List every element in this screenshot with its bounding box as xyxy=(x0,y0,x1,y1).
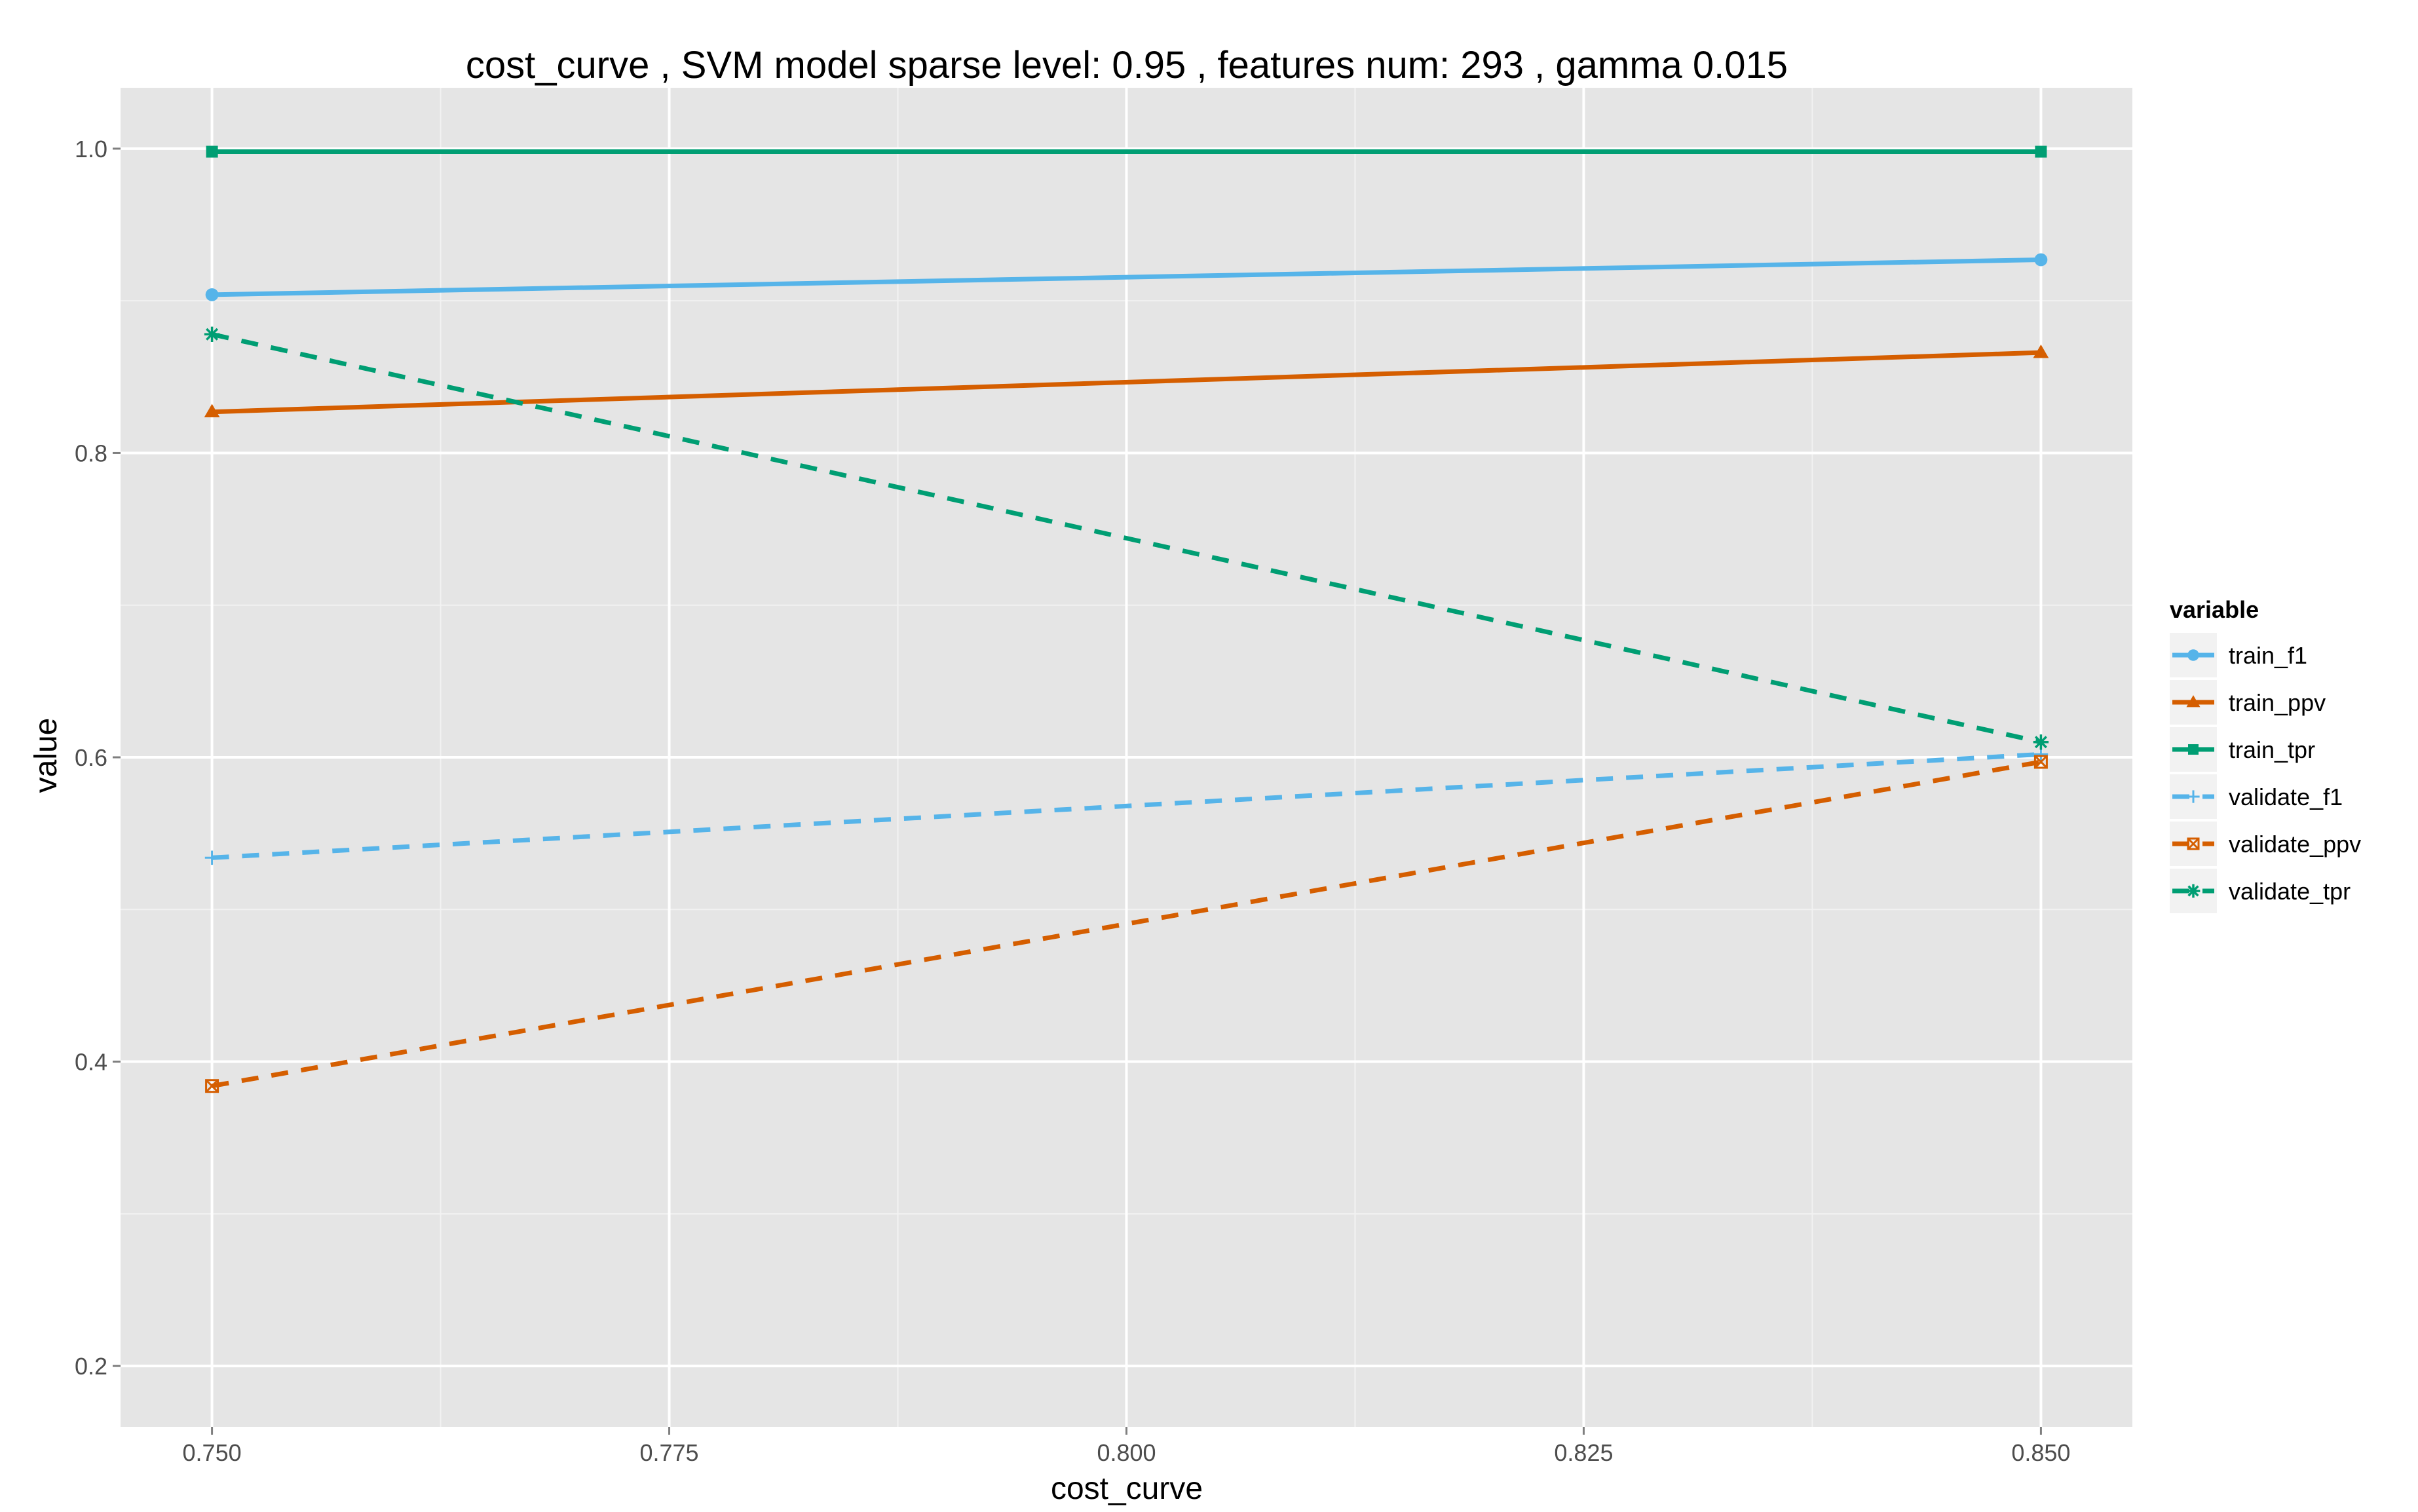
legend-label: train_tpr xyxy=(2229,736,2315,763)
legend-item: train_ppv xyxy=(2170,680,2326,725)
marker-asterisk xyxy=(204,326,220,342)
x-axis-title: cost_curve xyxy=(1051,1471,1203,1506)
marker-asterisk xyxy=(2033,734,2049,750)
marker-boxed-x-cross xyxy=(205,1079,219,1093)
x-tick-label: 0.850 xyxy=(2011,1439,2070,1466)
y-tick-label: 1.0 xyxy=(75,136,107,162)
series-line-validate_tpr xyxy=(211,331,2042,745)
series-train_f1 xyxy=(205,253,2048,301)
data-point xyxy=(2033,734,2049,750)
y-tick-label: 0.8 xyxy=(75,440,107,466)
marker-plus xyxy=(204,850,219,865)
data-point xyxy=(204,326,220,342)
x-tick-label: 0.800 xyxy=(1097,1439,1156,1466)
series-train_tpr xyxy=(206,145,2047,158)
marker-square xyxy=(2188,744,2199,755)
series-validate_tpr xyxy=(204,326,2049,750)
x-tick-label: 0.775 xyxy=(639,1439,698,1466)
marker-boxed-x-cross xyxy=(2034,755,2048,769)
data-point xyxy=(2033,344,2049,358)
data-point xyxy=(2033,755,2048,769)
legend-item: train_f1 xyxy=(2170,633,2307,677)
x-tick-label: 0.750 xyxy=(183,1439,242,1466)
marker-circle xyxy=(2034,253,2048,267)
marker-boxed-x-cross xyxy=(2187,837,2200,850)
marker-square xyxy=(206,145,218,158)
legend-item: validate_tpr xyxy=(2170,869,2351,913)
legend-label: train_f1 xyxy=(2229,642,2307,669)
data-point xyxy=(204,850,219,865)
series-line-train_f1 xyxy=(212,257,2041,297)
marker-triangle xyxy=(2033,344,2049,358)
marker-boxed-x xyxy=(2187,837,2200,850)
legend-item: validate_f1 xyxy=(2170,774,2343,819)
data-point xyxy=(206,145,218,158)
major-grid xyxy=(121,88,2132,1427)
x-axis: 0.750 0.775 0.800 0.825 0.850 xyxy=(183,1427,2070,1466)
legend-label: validate_f1 xyxy=(2229,784,2343,810)
series-line-validate_f1 xyxy=(212,751,2041,860)
series-layer xyxy=(204,145,2049,1093)
series-line-validate_ppv xyxy=(211,759,2042,1089)
marker-plus xyxy=(2187,790,2200,803)
marker-circle xyxy=(2187,649,2199,661)
legend-label: train_ppv xyxy=(2229,689,2326,716)
marker-boxed-x xyxy=(205,1079,219,1093)
data-point xyxy=(205,1079,219,1093)
plot-panel xyxy=(121,88,2132,1427)
legend-title: variable xyxy=(2170,596,2259,623)
y-axis-title: value xyxy=(29,718,64,793)
data-point xyxy=(204,404,220,418)
chart-title: cost_curve , SVM model sparse level: 0.9… xyxy=(466,44,1788,86)
legend-item: validate_ppv xyxy=(2170,822,2361,866)
legend-label: validate_tpr xyxy=(2229,878,2351,905)
marker-asterisk xyxy=(2186,884,2201,898)
legend-label: validate_ppv xyxy=(2229,831,2361,858)
marker-boxed-x xyxy=(2033,755,2048,769)
series-validate_ppv xyxy=(205,755,2048,1093)
marker-triangle xyxy=(204,404,220,418)
x-tick-label: 0.825 xyxy=(1554,1439,1613,1466)
marker-triangle xyxy=(2186,695,2201,708)
data-point xyxy=(2035,145,2047,158)
marker-circle xyxy=(205,288,219,301)
data-point xyxy=(2034,253,2048,267)
y-tick-label: 0.6 xyxy=(75,744,107,771)
y-axis: 0.2 0.4 0.6 0.8 1.0 xyxy=(75,136,121,1380)
legend-item: train_tpr xyxy=(2170,727,2315,772)
y-tick-label: 0.4 xyxy=(75,1049,107,1076)
legend: variable train_f1 train_ppv train_tprvalid… xyxy=(2170,596,2361,913)
y-tick-label: 0.2 xyxy=(75,1353,107,1380)
data-point xyxy=(205,288,219,301)
marker-square xyxy=(2035,145,2047,158)
